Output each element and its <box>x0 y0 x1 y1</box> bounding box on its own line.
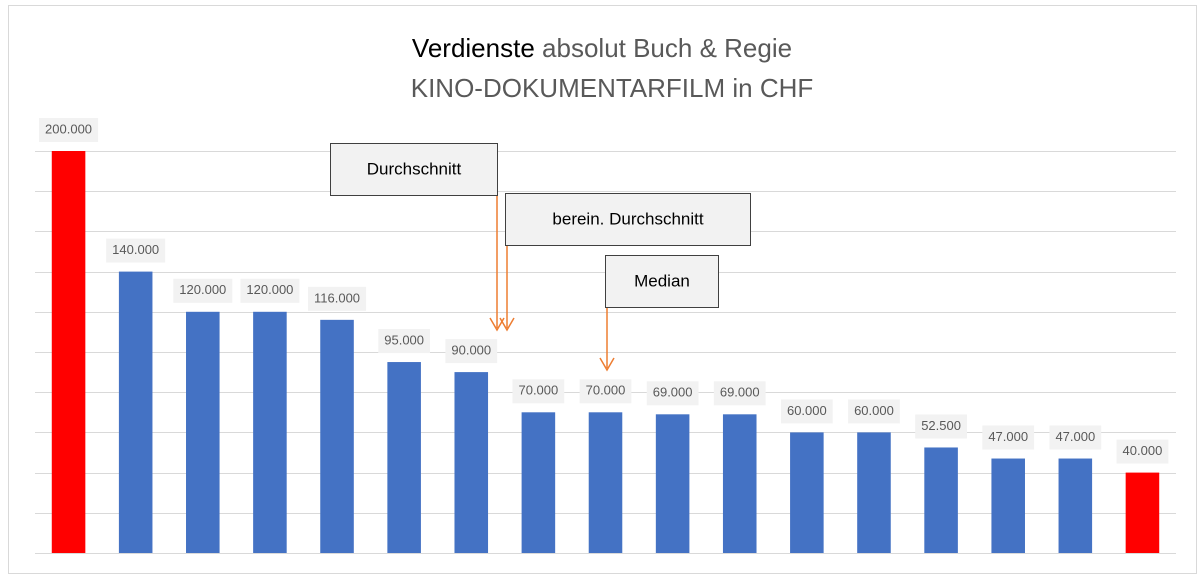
value-label: 120.000 <box>240 278 300 303</box>
title-rest: absolut Buch & Regie <box>542 33 792 63</box>
value-label-text: 70.000 <box>586 383 626 398</box>
bar <box>655 414 690 553</box>
value-label: 60.000 <box>780 399 833 424</box>
value-label: 70.000 <box>512 379 565 404</box>
value-label: 40.000 <box>1116 439 1169 464</box>
value-label: 69.000 <box>646 381 699 406</box>
bar <box>521 412 556 553</box>
value-label-bg <box>308 286 367 311</box>
value-label-bg <box>240 278 300 303</box>
value-label-text: 70.000 <box>518 383 558 398</box>
value-label-bg <box>646 381 699 406</box>
value-label: 47.000 <box>1049 425 1102 450</box>
value-label-text: 69.000 <box>653 385 693 400</box>
title-main: Verdienste <box>412 33 535 63</box>
bar <box>320 319 354 553</box>
chart-subtitle: KINO-DOKUMENTARFILM in CHF <box>411 73 814 103</box>
annotation: Durchschnitt <box>367 159 462 178</box>
value-label: 200.000 <box>39 118 99 142</box>
value-label: 95.000 <box>378 329 431 354</box>
value-label: 70.000 <box>579 379 632 404</box>
value-label-text: 200.000 <box>45 121 92 136</box>
value-label-bg <box>1049 425 1102 450</box>
annotation-box <box>605 255 719 308</box>
value-label-text: 95.000 <box>384 332 424 347</box>
value-label-bg <box>780 399 833 424</box>
bar <box>857 432 891 553</box>
value-label-bg <box>915 414 967 439</box>
annotation-box <box>505 193 751 246</box>
value-label-text: 60.000 <box>854 403 894 418</box>
bar <box>387 362 421 553</box>
bar <box>51 151 86 553</box>
value-label-bg <box>445 339 498 364</box>
bar <box>722 414 757 553</box>
bar <box>1058 458 1093 553</box>
value-label-text: 120.000 <box>179 282 226 297</box>
value-label-text: 116.000 <box>314 290 360 305</box>
bar <box>118 271 153 553</box>
value-label: 60.000 <box>848 399 900 424</box>
value-label: 116.000 <box>308 286 367 311</box>
bar <box>588 412 623 553</box>
bar <box>991 458 1025 553</box>
value-label-text: 90.000 <box>451 343 491 358</box>
value-label-bg <box>848 399 900 424</box>
annotation: Median <box>634 271 690 290</box>
value-label-text: 140.000 <box>112 242 159 257</box>
value-label-bg <box>512 379 565 404</box>
value-label-text: 120.000 <box>246 282 293 297</box>
value-label-bg <box>173 278 233 303</box>
value-label-text: 69.000 <box>720 385 760 400</box>
value-label: 120.000 <box>173 278 233 303</box>
bar <box>253 311 287 553</box>
value-label-text: 47.000 <box>988 429 1028 444</box>
value-label-bg <box>39 118 99 142</box>
value-label: 140.000 <box>106 238 166 263</box>
value-label: 47.000 <box>982 425 1035 450</box>
bar <box>790 432 824 553</box>
value-label-bg <box>378 329 431 354</box>
arrow-head <box>499 317 515 332</box>
bar <box>1125 472 1160 553</box>
value-label-text: 52.500 <box>921 418 961 433</box>
value-label-text: 40.000 <box>1123 443 1163 458</box>
value-label-text: 60.000 <box>787 403 827 418</box>
value-label: 69.000 <box>713 381 766 406</box>
value-label: 52.500 <box>915 414 967 439</box>
value-label-bg <box>982 425 1035 450</box>
arrow-head <box>599 357 615 372</box>
value-label-bg <box>1116 439 1169 464</box>
bar <box>454 372 489 553</box>
annotation-box <box>330 143 498 196</box>
bar <box>186 311 220 553</box>
value-label: 90.000 <box>445 339 498 364</box>
value-label-bg <box>713 381 766 406</box>
value-label-bg <box>579 379 632 404</box>
chart-title: Verdienste absolut Buch & Regie <box>412 33 792 63</box>
annotation: berein. Durchschnitt <box>552 209 703 228</box>
bar <box>924 447 958 553</box>
value-label-bg <box>106 238 166 263</box>
value-label-text: 47.000 <box>1055 429 1095 444</box>
